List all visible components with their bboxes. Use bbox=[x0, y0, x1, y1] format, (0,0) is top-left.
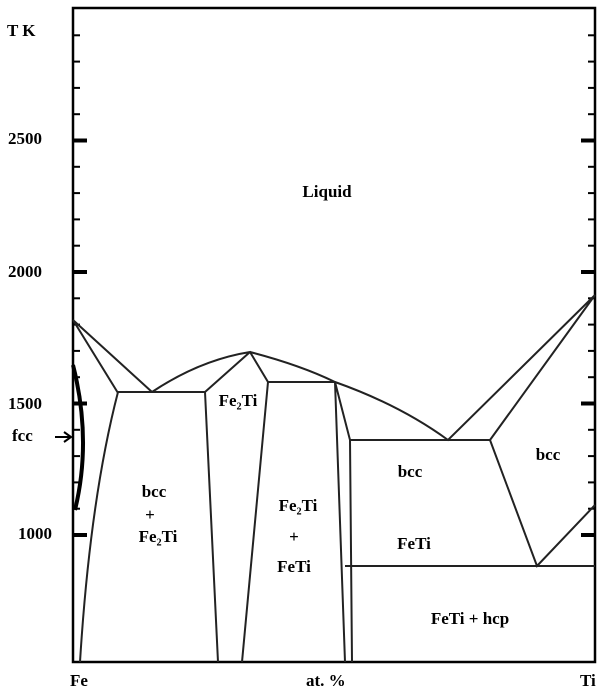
region-label: FeTi bbox=[397, 534, 431, 553]
phase-line bbox=[151, 350, 335, 393]
axis-label: T K bbox=[7, 21, 36, 40]
phase-line bbox=[249, 294, 596, 442]
tick-label: 1500 bbox=[8, 394, 42, 413]
fcc-loop bbox=[71, 364, 86, 511]
region-label: FeTi bbox=[277, 557, 311, 576]
region-label: bcc bbox=[142, 482, 167, 501]
x-label: Ti bbox=[580, 671, 596, 690]
region-label: FeTi + hcp bbox=[431, 609, 509, 628]
region-label: bcc bbox=[536, 445, 561, 464]
phase-lines bbox=[55, 294, 596, 663]
phase-line bbox=[72, 319, 205, 394]
phase-line bbox=[334, 381, 596, 663]
region-label: Liquid bbox=[302, 182, 352, 201]
fcc-arrow bbox=[55, 431, 73, 443]
fcc-label: fcc bbox=[12, 426, 33, 445]
frame bbox=[71, 6, 597, 664]
region-label: Fe₂Ti bbox=[139, 527, 178, 546]
region-label: + bbox=[289, 527, 299, 546]
x-label: Fe bbox=[70, 671, 88, 690]
tick-label: 2000 bbox=[8, 262, 42, 281]
x-label: at. % bbox=[306, 671, 346, 690]
tick-label: 1000 bbox=[18, 524, 52, 543]
phase-line bbox=[79, 381, 269, 663]
region-label: Fe₂Ti bbox=[279, 496, 318, 515]
region-label: + bbox=[145, 505, 155, 524]
region-label: Fe₂Ti bbox=[219, 391, 258, 410]
tick-label: 2500 bbox=[8, 129, 42, 148]
region-label: bcc bbox=[398, 462, 423, 481]
ticks bbox=[73, 34, 595, 537]
